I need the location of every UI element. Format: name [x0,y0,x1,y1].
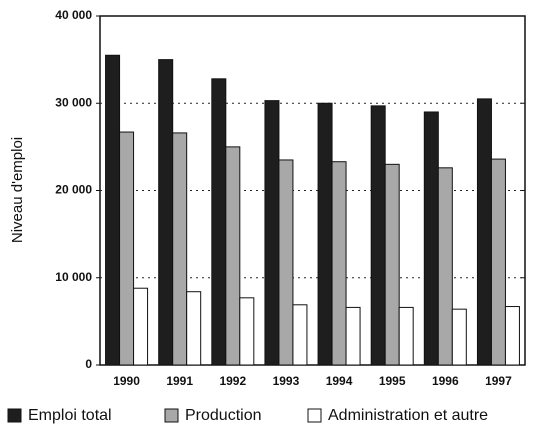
bar [398,306,414,366]
bar [119,131,135,366]
x-tick-label: 1996 [432,374,459,388]
bar [172,132,188,366]
bar [186,291,202,366]
bar [423,111,439,366]
bar [225,146,241,366]
x-tick-label: 1992 [219,374,246,388]
bar [384,163,400,366]
bar [239,297,255,366]
legend-swatch [307,408,322,423]
x-tick-label: 1994 [326,374,353,388]
x-tick-label: 1990 [113,374,140,388]
x-tick-label: 1993 [273,374,300,388]
x-tick-label: 1997 [485,374,512,388]
y-tick-label: 0 [85,357,92,371]
bar [437,167,453,366]
bar [133,287,149,366]
bar [317,102,333,366]
legend-label: Production [185,407,262,424]
y-tick-label: 40 000 [55,8,92,22]
bar [451,308,467,366]
bar [105,54,121,366]
bar [331,161,347,366]
legend-label: Administration et autre [328,407,488,424]
bar [292,304,308,366]
legend-swatch [7,408,22,423]
bar [158,59,174,366]
bar [370,105,386,366]
bar [345,306,361,366]
y-axis-label: Niveau d'emploi [9,137,26,243]
bar [264,100,280,366]
legend-swatch [164,408,179,423]
x-tick-label: 1991 [166,374,193,388]
y-tick-label: 30 000 [55,95,92,109]
bar [211,78,227,366]
y-tick-label: 10 000 [55,270,92,284]
x-tick-label: 1995 [379,374,406,388]
bar [476,98,492,366]
bar [278,159,294,366]
bar [504,306,520,366]
y-tick-label: 20 000 [55,183,92,197]
legend-label: Emploi total [28,407,112,424]
bar [490,158,506,366]
